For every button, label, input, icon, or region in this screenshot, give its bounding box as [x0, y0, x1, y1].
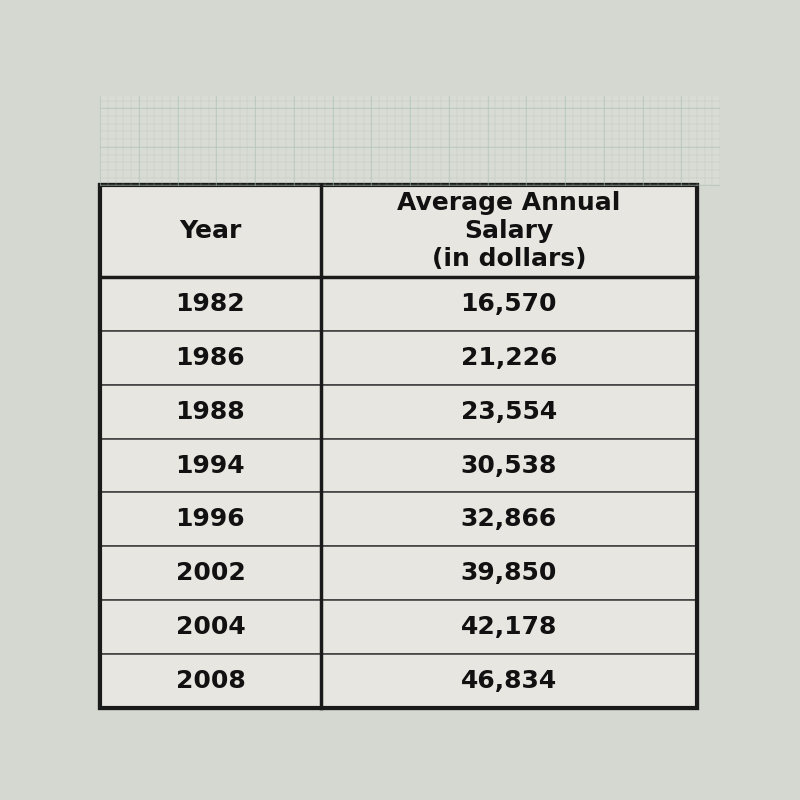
Bar [321, 654, 697, 708]
Bar [321, 438, 697, 493]
Text: 1986: 1986 [175, 346, 246, 370]
Text: 1988: 1988 [175, 400, 246, 424]
Text: 2004: 2004 [175, 615, 246, 639]
Text: 1996: 1996 [175, 507, 246, 531]
Bar [321, 330, 697, 385]
Text: 2008: 2008 [175, 669, 246, 693]
Bar [100, 186, 321, 277]
Bar [321, 600, 697, 654]
Text: 21,226: 21,226 [461, 346, 557, 370]
Bar [321, 277, 697, 330]
Text: 1994: 1994 [175, 454, 246, 478]
Bar [100, 186, 697, 708]
Text: Year: Year [179, 219, 242, 243]
Bar [100, 493, 321, 546]
Bar [100, 385, 321, 438]
Bar [321, 546, 697, 600]
Bar [321, 493, 697, 546]
Text: 23,554: 23,554 [461, 400, 557, 424]
Text: 42,178: 42,178 [461, 615, 557, 639]
Bar [321, 186, 697, 277]
Bar [100, 277, 321, 330]
Bar [321, 385, 697, 438]
Bar [100, 186, 697, 708]
Text: 30,538: 30,538 [461, 454, 557, 478]
Text: 39,850: 39,850 [461, 562, 557, 586]
Text: 16,570: 16,570 [461, 292, 557, 316]
Bar [100, 654, 321, 708]
Bar [100, 438, 321, 493]
Text: 1982: 1982 [175, 292, 246, 316]
Bar [100, 600, 321, 654]
Bar [100, 330, 321, 385]
Bar [100, 96, 720, 186]
Text: 46,834: 46,834 [461, 669, 557, 693]
Text: 32,866: 32,866 [461, 507, 557, 531]
Text: Average Annual
Salary
(in dollars): Average Annual Salary (in dollars) [397, 191, 621, 271]
Text: 2002: 2002 [175, 562, 246, 586]
Bar [100, 546, 321, 600]
